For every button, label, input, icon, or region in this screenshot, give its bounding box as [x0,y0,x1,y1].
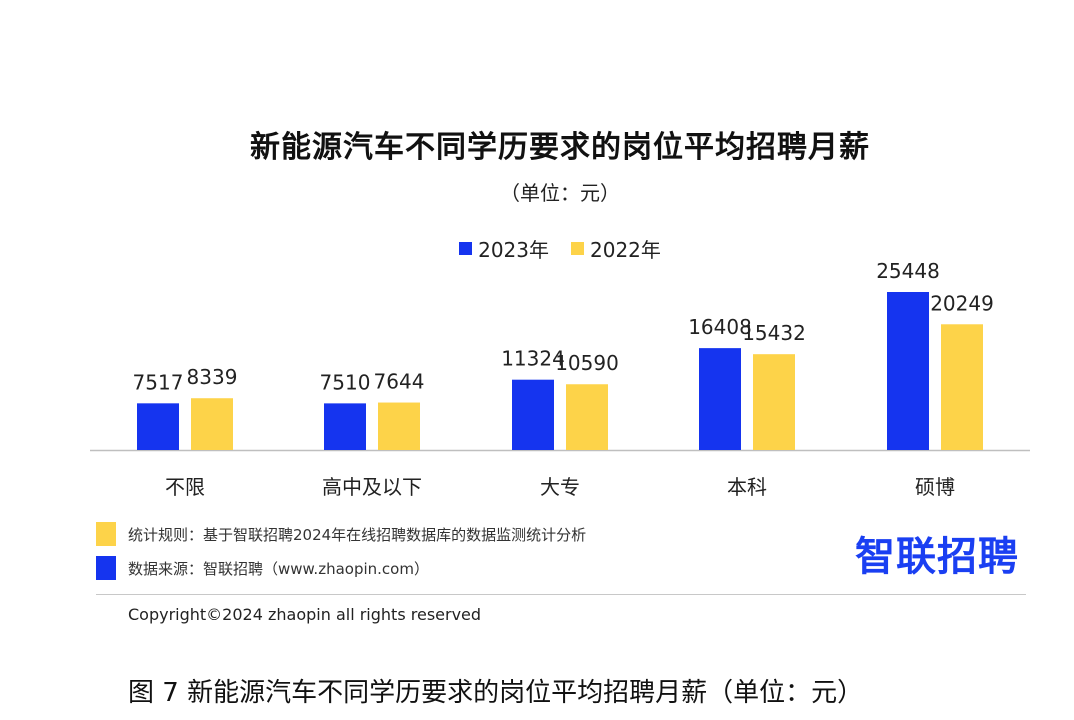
figure-caption: 图 7 新能源汽车不同学历要求的岗位平均招聘月薪（单位：元） [128,678,864,708]
data-label-2022年-高中及以下: 7644 [374,370,425,394]
legend-label-2022: 2022年 [590,238,661,262]
note-source: 数据来源：智联招聘（www.zhaopin.com） [96,556,586,580]
copyright-text: Copyright©2024 zhaopin all rights reserv… [128,605,482,624]
legend-item-2023: 2023年 [459,234,549,263]
data-label-2023年-不限: 7517 [133,370,184,394]
note-rule: 统计规则：基于智联招聘2024年在线招聘数据库的数据监测统计分析 [96,522,586,546]
category-label-不限: 不限 [165,475,205,499]
divider [96,594,1026,595]
category-label-本科: 本科 [727,475,767,499]
legend-swatch-2022 [571,242,584,255]
note-source-swatch [96,556,116,580]
bar-2023年-本科 [699,348,741,450]
bar-2022年-高中及以下 [378,402,420,450]
legend-label-2023: 2023年 [478,238,549,262]
category-label-大专: 大专 [540,475,580,499]
note-rule-swatch [96,522,116,546]
data-label-2022年-不限: 8339 [187,365,238,389]
category-label-硕博: 硕博 [915,475,955,499]
zhaopin-logo: 智联招聘 [855,534,1019,580]
chart-notes: 统计规则：基于智联招聘2024年在线招聘数据库的数据监测统计分析 数据来源：智联… [96,522,586,590]
legend-item-2022: 2022年 [571,234,661,263]
bar-2022年-硕博 [941,324,983,450]
bar-2023年-高中及以下 [324,403,366,450]
bar-2022年-本科 [753,354,795,450]
category-label-高中及以下: 高中及以下 [322,475,422,499]
bar-2022年-大专 [566,384,608,450]
data-label-2023年-大专: 11324 [501,347,565,371]
data-label-2023年-硕博: 25448 [876,259,940,283]
data-label-2022年-硕博: 20249 [930,291,994,315]
note-source-text: 数据来源：智联招聘（www.zhaopin.com） [128,559,429,578]
data-label-2023年-本科: 16408 [688,315,752,339]
data-label-2023年-高中及以下: 7510 [320,370,371,394]
note-rule-text: 统计规则：基于智联招聘2024年在线招聘数据库的数据监测统计分析 [128,525,587,544]
data-label-2022年-本科: 15432 [742,321,806,345]
data-label-2022年-大专: 10590 [555,351,619,375]
legend: 2023年 2022年 [0,234,1074,263]
bar-2023年-大专 [512,379,554,450]
bar-2023年-硕博 [887,292,929,450]
bar-2023年-不限 [137,403,179,450]
chart-subtitle: （单位：元） [500,181,620,205]
bar-2022年-不限 [191,398,233,450]
legend-swatch-2023 [459,242,473,255]
chart-title: 新能源汽车不同学历要求的岗位平均招聘月薪 [250,130,870,165]
